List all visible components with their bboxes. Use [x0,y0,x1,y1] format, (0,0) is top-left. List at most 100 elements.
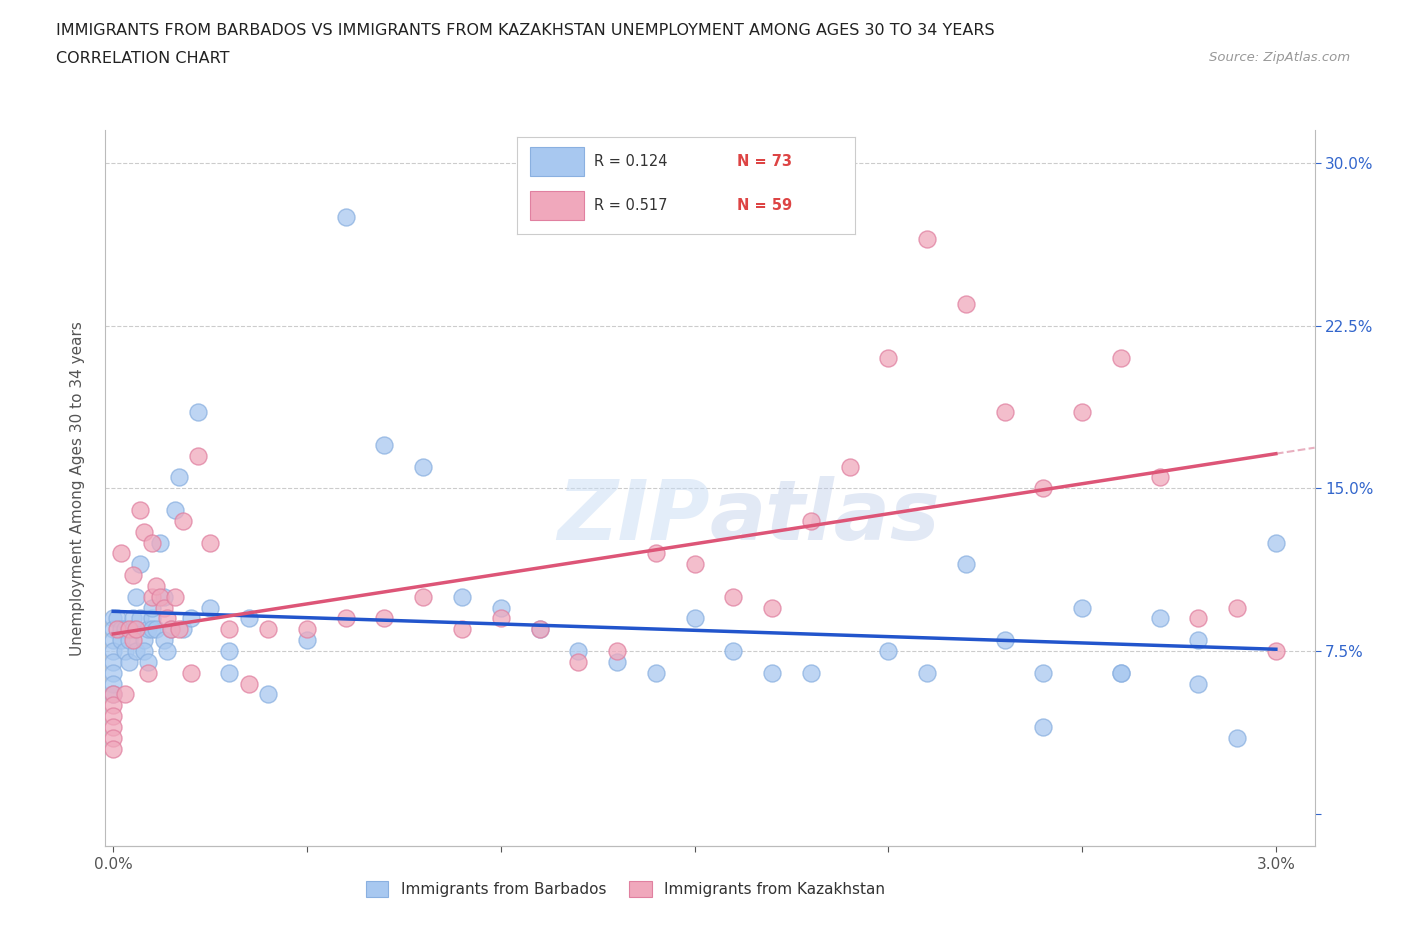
Point [187,448,209,463]
Point [103,698,125,712]
Point [105,611,128,626]
Point [103,622,125,637]
Point [160,622,183,637]
Point [152,590,174,604]
Point [103,741,125,756]
Point [141,611,163,626]
Point [105,622,128,637]
Point [1032,720,1054,735]
Point [335,209,357,224]
Point [915,232,938,246]
Point [800,665,823,680]
Point [218,644,240,658]
Point [218,622,240,637]
Text: IMMIGRANTS FROM BARBADOS VS IMMIGRANTS FROM KAZAKHSTAN UNEMPLOYMENT AMONG AGES 3: IMMIGRANTS FROM BARBADOS VS IMMIGRANTS F… [56,23,995,38]
Point [606,644,628,658]
Point [134,525,156,539]
Point [1071,600,1094,615]
Point [167,470,190,485]
Point [129,557,152,572]
Point [955,557,977,572]
Point [606,655,628,670]
Text: CORRELATION CHART: CORRELATION CHART [56,51,229,66]
Point [761,600,783,615]
Point [451,622,474,637]
Text: atlas: atlas [710,476,941,557]
Point [118,655,141,670]
Point [915,665,938,680]
Point [723,644,745,658]
Point [238,611,260,626]
Point [141,622,163,637]
Point [257,622,280,637]
Point [238,676,260,691]
Point [103,632,125,647]
Point [373,611,395,626]
Point [156,644,179,658]
Point [110,632,132,647]
Point [838,459,860,474]
Point [1264,644,1286,658]
Point [1264,535,1286,550]
Point [121,567,143,582]
Point [103,676,125,691]
Point [118,632,141,647]
Point [141,535,163,550]
Point [121,632,143,647]
Text: Source: ZipAtlas.com: Source: ZipAtlas.com [1209,51,1350,64]
Point [114,622,136,637]
Point [103,720,125,735]
Point [134,644,156,658]
Point [761,665,783,680]
Point [134,632,156,647]
Text: ZIP: ZIP [557,476,710,557]
Point [114,644,136,658]
Point [1032,665,1054,680]
Point [489,600,512,615]
Point [529,622,551,637]
Point [136,655,159,670]
Point [1226,730,1249,745]
Point [136,665,159,680]
Point [1187,676,1209,691]
Point [141,590,163,604]
Point [103,611,125,626]
Point [683,557,706,572]
Point [136,622,159,637]
Point [165,590,187,604]
Point [567,644,589,658]
Point [451,590,474,604]
Y-axis label: Unemployment Among Ages 30 to 34 years: Unemployment Among Ages 30 to 34 years [70,321,84,656]
Point [955,297,977,312]
Point [145,622,167,637]
Point [800,513,823,528]
Point [156,611,179,626]
Point [335,611,357,626]
Point [1109,665,1132,680]
Point [165,502,187,517]
Point [295,622,318,637]
Point [412,590,434,604]
Point [110,622,132,637]
Point [644,665,666,680]
Point [180,665,202,680]
Point [149,590,172,604]
Point [1109,351,1132,365]
Point [121,611,143,626]
Legend: Immigrants from Barbados, Immigrants from Kazakhstan: Immigrants from Barbados, Immigrants fro… [360,875,891,903]
Point [1187,632,1209,647]
Point [218,665,240,680]
Point [129,611,152,626]
Point [160,622,183,637]
Point [167,622,190,637]
Point [723,590,745,604]
Point [103,644,125,658]
Point [295,632,318,647]
Point [152,600,174,615]
Point [103,687,125,702]
Point [114,687,136,702]
Point [1032,481,1054,496]
Point [683,611,706,626]
Point [172,622,194,637]
Point [412,459,434,474]
